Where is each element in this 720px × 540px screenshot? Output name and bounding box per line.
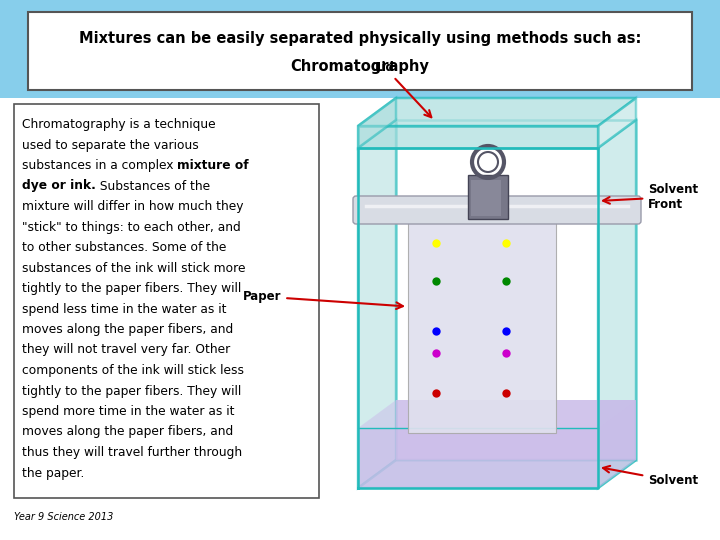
FancyBboxPatch shape	[14, 104, 319, 498]
Polygon shape	[358, 98, 396, 148]
Text: used to separate the various: used to separate the various	[22, 138, 199, 152]
Polygon shape	[358, 98, 636, 126]
Polygon shape	[358, 126, 598, 148]
Text: to other substances. Some of the: to other substances. Some of the	[22, 241, 226, 254]
Polygon shape	[396, 400, 636, 460]
Text: they will not travel very far. Other: they will not travel very far. Other	[22, 343, 230, 356]
FancyBboxPatch shape	[28, 12, 692, 90]
Text: mixture of: mixture of	[177, 159, 249, 172]
FancyBboxPatch shape	[0, 98, 720, 540]
Polygon shape	[396, 120, 636, 460]
Polygon shape	[358, 120, 396, 488]
Polygon shape	[598, 120, 636, 488]
Polygon shape	[358, 460, 636, 488]
FancyBboxPatch shape	[468, 175, 508, 219]
Text: dye or ink.: dye or ink.	[22, 179, 96, 192]
Text: Chromatography: Chromatography	[291, 58, 429, 73]
Text: Year 9 Science 2013: Year 9 Science 2013	[14, 512, 113, 522]
Text: components of the ink will stick less: components of the ink will stick less	[22, 364, 244, 377]
FancyBboxPatch shape	[353, 196, 641, 224]
Text: tightly to the paper fibers. They will: tightly to the paper fibers. They will	[22, 282, 241, 295]
Text: spend less time in the water as it: spend less time in the water as it	[22, 302, 227, 315]
Text: Solvent: Solvent	[603, 466, 698, 488]
Text: Mixtures can be easily separated physically using methods such as:: Mixtures can be easily separated physica…	[78, 30, 642, 45]
Text: substances in a complex: substances in a complex	[22, 159, 177, 172]
Text: thus they will travel further through: thus they will travel further through	[22, 446, 242, 459]
Text: substances of the ink will stick more: substances of the ink will stick more	[22, 261, 246, 274]
Text: moves along the paper fibers, and: moves along the paper fibers, and	[22, 323, 233, 336]
Polygon shape	[358, 428, 598, 488]
Text: Paper: Paper	[243, 290, 403, 309]
Polygon shape	[598, 400, 636, 488]
Text: Substances of the: Substances of the	[96, 179, 210, 192]
Text: Chromatography is a technique: Chromatography is a technique	[22, 118, 215, 131]
Text: Lid: Lid	[375, 61, 431, 117]
Text: Solvent
Front: Solvent Front	[603, 183, 698, 211]
Polygon shape	[598, 98, 636, 148]
Text: moves along the paper fibers, and: moves along the paper fibers, and	[22, 426, 233, 438]
Text: the paper.: the paper.	[22, 467, 84, 480]
Circle shape	[478, 152, 498, 172]
Text: spend more time in the water as it: spend more time in the water as it	[22, 405, 235, 418]
Text: tightly to the paper fibers. They will: tightly to the paper fibers. They will	[22, 384, 241, 397]
Text: mixture will differ in how much they: mixture will differ in how much they	[22, 200, 243, 213]
Polygon shape	[358, 400, 636, 428]
FancyBboxPatch shape	[408, 203, 556, 433]
Polygon shape	[358, 148, 598, 488]
Text: "stick" to things: to each other, and: "stick" to things: to each other, and	[22, 220, 240, 233]
FancyBboxPatch shape	[471, 180, 501, 216]
